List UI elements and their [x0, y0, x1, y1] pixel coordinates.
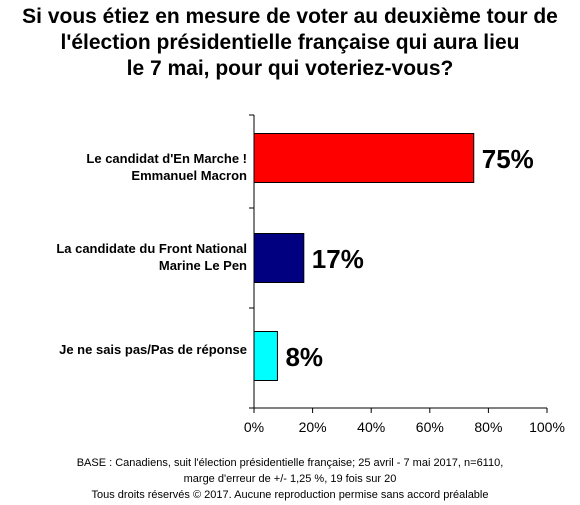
footer-line-1: BASE : Canadiens, suit l'élection présid…	[76, 457, 504, 469]
data-label-macron: 75%	[482, 144, 534, 174]
x-tick-label-1: 20%	[299, 419, 327, 435]
bar-macron	[253, 133, 475, 183]
category-label-no-answer-line-1: Je ne sais pas/Pas de réponse	[59, 342, 247, 357]
bar-chart: 75% 17% 8% 0% 20% 40% 60% 80% 100%	[244, 114, 565, 435]
chart-title: Si vous étiez en mesure de voter au deux…	[0, 4, 580, 82]
bar-no-answer	[253, 331, 278, 381]
x-tick-label-3: 60%	[416, 419, 444, 435]
category-label-macron-line-2: Emmanuel Macron	[131, 168, 247, 183]
footer-line-3: Tous droits réservés © 2017. Aucune repr…	[91, 489, 489, 501]
category-label-macron: Le candidat d'En Marche ! Emmanuel Macro…	[86, 150, 247, 184]
category-label-le-pen-line-2: Marine Le Pen	[158, 258, 247, 273]
chart-title-line-1: Si vous étiez en mesure de voter au deux…	[22, 5, 558, 28]
chart-title-line-3: le 7 mai, pour qui voteriez-vous?	[126, 57, 454, 80]
x-tick-label-2: 40%	[357, 419, 385, 435]
category-label-le-pen-line-1: La candidate du Front National	[56, 241, 247, 256]
category-label-le-pen: La candidate du Front National Marine Le…	[56, 240, 247, 274]
chart-title-line-2: l'élection présidentielle française qui …	[60, 31, 520, 54]
x-tick-label-4: 80%	[474, 419, 502, 435]
x-tick-label-0: 0%	[244, 419, 264, 435]
footer-line-2: marge d'erreur de +/- 1,25 %, 19 fois su…	[183, 473, 397, 485]
bar-le-pen	[253, 233, 305, 283]
category-label-macron-line-1: Le candidat d'En Marche !	[86, 151, 247, 166]
category-label-no-answer: Je ne sais pas/Pas de réponse	[59, 341, 247, 358]
data-label-le-pen: 17%	[312, 244, 364, 274]
x-tick-label-5: 100%	[529, 419, 565, 435]
footer-base-note: BASE : Canadiens, suit l'élection présid…	[0, 455, 580, 503]
data-label-no-answer: 8%	[285, 342, 323, 372]
